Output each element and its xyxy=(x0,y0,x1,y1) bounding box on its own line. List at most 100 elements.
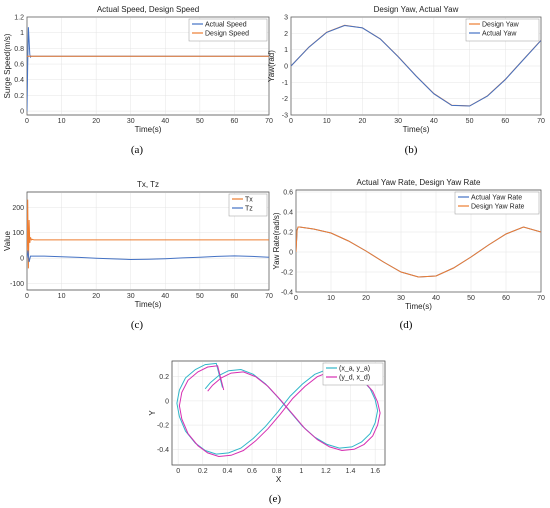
plot-border xyxy=(171,360,386,466)
y-tick-label: 0.8 xyxy=(14,46,24,53)
plot-border xyxy=(295,189,542,293)
legend-box xyxy=(322,362,384,386)
legend: Design Yaw Actual Yaw xyxy=(465,18,540,42)
x-tick-label: 0 xyxy=(294,295,298,302)
y-tick-label: -3 xyxy=(282,113,288,120)
series-line-2 xyxy=(27,250,269,263)
x-tick-label: 20 xyxy=(359,118,367,125)
y-tick-label: 100 xyxy=(12,230,24,237)
y-axis-label: Yaw(rad) xyxy=(267,50,276,82)
x-axis-label: Time(s) xyxy=(403,125,430,134)
legend-entry: Design Yaw Rate xyxy=(471,204,525,211)
x-tick-label: 30 xyxy=(397,295,405,302)
legend-entry: Actual Yaw Rate xyxy=(471,195,522,202)
legend-entry: (y_d, x_d) xyxy=(339,375,370,382)
x-tick-label: 70 xyxy=(537,118,545,125)
x-tick-label: 0 xyxy=(176,468,180,475)
y-tick-label: 1 xyxy=(284,47,288,54)
x-axis-label: Time(s) xyxy=(405,302,432,311)
x-tick-label: 1 xyxy=(299,468,303,475)
x-tick-label: 40 xyxy=(161,293,169,300)
panel-caption: (b) xyxy=(405,144,418,156)
y-axis-label: Value xyxy=(3,231,12,251)
x-tick-label: 10 xyxy=(323,118,331,125)
y-tick-label: 0.6 xyxy=(283,190,293,197)
series-line-2 xyxy=(291,24,541,107)
y-tick-label: 1.2 xyxy=(14,15,24,22)
y-tick-label: 0.4 xyxy=(283,210,293,217)
legend: (x_a, y_a) (y_d, x_d) xyxy=(322,362,384,386)
legend-box xyxy=(188,18,268,42)
legend: Tx Tz xyxy=(228,193,268,217)
x-tick-label: 0 xyxy=(25,118,29,125)
series-line-1 xyxy=(27,199,269,269)
x-tick-label: 70 xyxy=(265,293,273,300)
legend-entry: Design Speed xyxy=(205,31,249,38)
y-axis-label: Yaw Rate(rad/s) xyxy=(272,212,281,270)
y-tick-label: 0.6 xyxy=(14,62,24,69)
y-tick-label: 0 xyxy=(165,398,169,405)
y-tick-label: -0.2 xyxy=(157,423,169,430)
chart-d: 0 10 20 30 40 50 60 70 -0.4 -0.2 0 0.2 0.4 0.6 Actual … xyxy=(272,178,545,331)
x-tick-label: 60 xyxy=(502,295,510,302)
x-tick-label: 30 xyxy=(127,118,135,125)
x-tick-label: 0.6 xyxy=(247,468,257,475)
chart-title: Design Yaw, Actual Yaw xyxy=(374,5,459,14)
x-tick-label: 70 xyxy=(265,118,273,125)
y-tick-label: 0 xyxy=(289,250,293,257)
x-tick-label: 1.2 xyxy=(321,468,331,475)
x-tick-label: 20 xyxy=(92,118,100,125)
x-tick-label: 1.4 xyxy=(346,468,356,475)
x-tick-label: 0 xyxy=(25,293,29,300)
x-tick-label: 0 xyxy=(289,118,293,125)
y-tick-label: 2 xyxy=(284,31,288,38)
panel-caption: (c) xyxy=(131,319,144,331)
x-tick-label: 60 xyxy=(231,293,239,300)
y-axis-label: Y xyxy=(148,410,157,416)
x-tick-label: 70 xyxy=(537,295,545,302)
legend-box xyxy=(454,191,540,215)
chart-title: Tx, Tz xyxy=(137,180,159,189)
chart-a: 0 10 20 30 40 50 60 70 0 0.2 0.4 0.6 0.8 1 1.2 Actual S… xyxy=(3,5,273,156)
y-tick-label: 3 xyxy=(284,15,288,22)
chart-title: Actual Speed, Design Speed xyxy=(97,5,199,14)
y-tick-label: 1 xyxy=(20,30,24,37)
legend-entry: Actual Speed xyxy=(205,22,247,29)
legend-entry: Actual Yaw xyxy=(482,31,517,38)
series-line-2 xyxy=(296,226,541,278)
legend: Actual Yaw Rate Design Yaw Rate xyxy=(454,191,540,215)
x-tick-label: 10 xyxy=(58,293,66,300)
legend-entry: Design Yaw xyxy=(482,22,520,29)
y-axis-label: Surge Speed(m/s) xyxy=(3,33,12,98)
plot-frame xyxy=(26,191,270,291)
x-tick-label: 40 xyxy=(430,118,438,125)
chart-e: 0 0.2 0.4 0.6 0.8 1 1.2 1.4 1.6 -0.4 -0.2 0 0.2 X Y (x_… xyxy=(148,360,386,505)
y-tick-label: 200 xyxy=(12,205,24,212)
x-axis-label: Time(s) xyxy=(135,300,162,309)
x-tick-label: 0.4 xyxy=(223,468,233,475)
chart-b: 0 10 20 30 40 50 60 70 -3 -2 -1 0 1 2 3 Design Yaw, Act… xyxy=(267,5,545,156)
x-tick-label: 30 xyxy=(127,293,135,300)
x-tick-label: 10 xyxy=(327,295,335,302)
x-tick-label: 30 xyxy=(394,118,402,125)
x-tick-label: 40 xyxy=(432,295,440,302)
y-tick-label: -1 xyxy=(282,80,288,87)
y-tick-label: 0 xyxy=(284,64,288,71)
legend-entry: Tx xyxy=(245,197,253,204)
x-tick-label: 50 xyxy=(196,293,204,300)
chart-title: Actual Yaw Rate, Design Yaw Rate xyxy=(357,178,481,187)
legend-entry: Tz xyxy=(245,206,253,213)
legend-entry: (x_a, y_a) xyxy=(339,366,370,373)
y-tick-label: 0.2 xyxy=(14,93,24,100)
y-tick-label: 0.2 xyxy=(159,374,169,381)
plot-border xyxy=(26,16,270,116)
y-tick-label: -0.4 xyxy=(281,290,293,297)
y-tick-label: -2 xyxy=(282,96,288,103)
x-tick-label: 1.6 xyxy=(370,468,380,475)
x-tick-label: 40 xyxy=(161,118,169,125)
x-tick-label: 50 xyxy=(467,295,475,302)
x-axis-label: Time(s) xyxy=(135,125,162,134)
panel-caption: (d) xyxy=(400,319,413,331)
